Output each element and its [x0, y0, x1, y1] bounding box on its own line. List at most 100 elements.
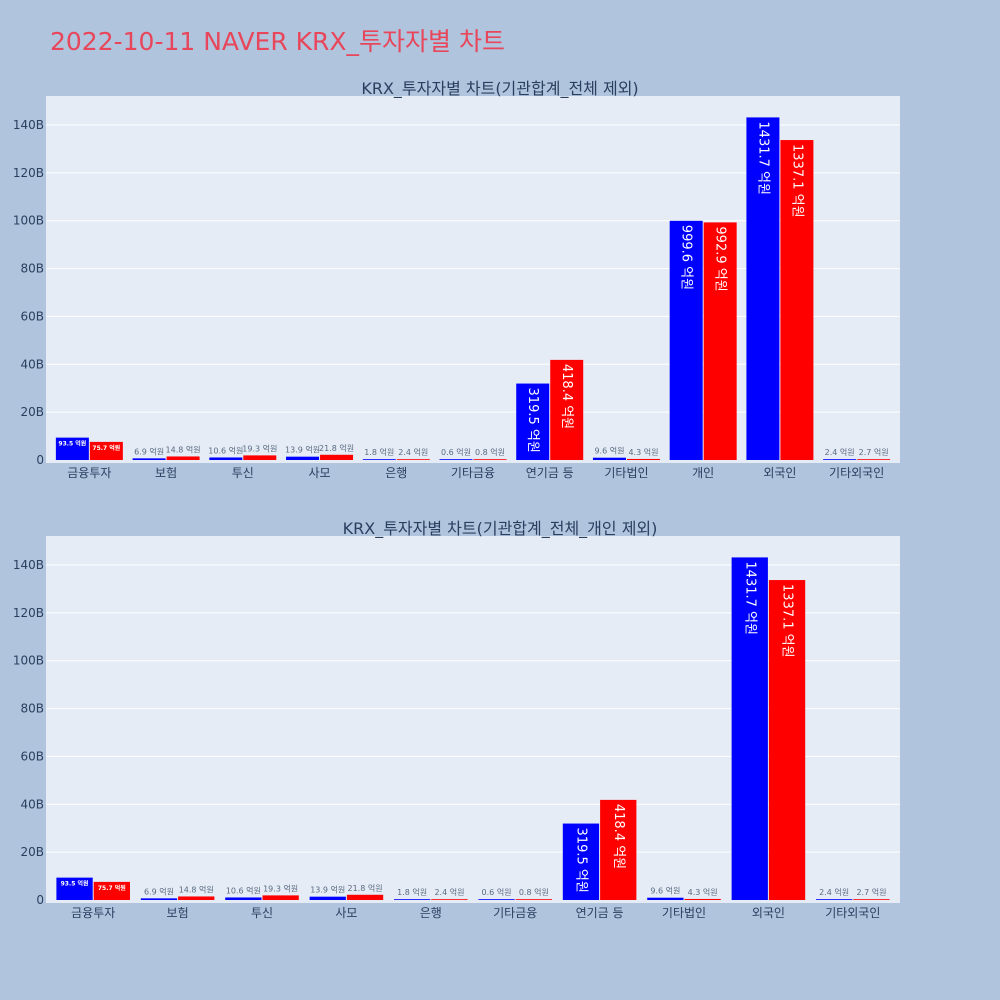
x-tick-label: 투신: [251, 906, 273, 920]
data-label: 6.9 억원: [134, 446, 164, 456]
data-label: 2.7 억원: [859, 447, 889, 457]
data-label: 1.8 억원: [397, 887, 427, 897]
data-label: 2.4 억원: [825, 447, 855, 457]
bar-sell: [626, 458, 660, 460]
x-tick-label: 연기금 등: [576, 906, 624, 920]
data-label: 1431.7 억원: [742, 561, 757, 635]
data-label: 0.8 억원: [519, 887, 549, 897]
data-label: 75.7 억원: [98, 884, 126, 892]
page-title: 2022-10-11 NAVER KRX_투자자별 차트: [50, 27, 505, 56]
bar-buy: [132, 458, 166, 460]
bar-buy: [140, 898, 178, 900]
y-tick-label: 40B: [20, 357, 44, 371]
data-label: 0.6 억원: [482, 887, 512, 897]
bar-buy: [647, 897, 684, 900]
data-label: 2.4 억원: [398, 447, 428, 457]
bar-sell: [346, 894, 384, 900]
x-tick-label: 외국인: [763, 466, 796, 480]
bar-buy: [731, 557, 768, 900]
x-tick-label: 기타외국인: [825, 906, 880, 920]
data-label: 319.5 억원: [525, 388, 540, 453]
bar-buy: [562, 823, 600, 900]
bar-buy: [478, 899, 515, 900]
data-label: 93.5 억원: [61, 880, 89, 888]
x-tick-label: 은행: [385, 465, 407, 480]
bar-buy: [394, 899, 431, 900]
data-label: 19.3 억원: [263, 883, 298, 893]
bar-sell: [600, 799, 637, 900]
bar-sell: [473, 459, 507, 460]
bar-sell: [396, 459, 430, 460]
y-tick-label: 60B: [20, 749, 44, 763]
x-tick-label: 개인: [692, 466, 714, 480]
data-label: 1431.7 억원: [755, 121, 770, 195]
x-tick-label: 은행: [420, 905, 442, 920]
bar-sell: [780, 140, 814, 460]
y-tick-label: 40B: [20, 797, 44, 811]
bar-buy: [746, 117, 780, 460]
bar-buy: [286, 456, 320, 460]
x-tick-label: 사모: [308, 466, 330, 480]
data-label: 0.8 억원: [475, 447, 505, 457]
data-label: 21.8 억원: [319, 443, 354, 453]
chart-title: KRX_투자자별 차트(기관합계_전체_개인 제외): [343, 519, 658, 539]
bar-sell: [178, 896, 215, 900]
bar-sell: [853, 899, 890, 900]
bar-buy: [225, 897, 262, 900]
data-label: 13.9 억원: [285, 445, 320, 455]
bar-buy: [209, 457, 243, 460]
bar-buy: [55, 437, 89, 460]
y-tick-label: 120B: [13, 606, 44, 620]
x-tick-label: 외국인: [752, 906, 785, 920]
y-tick-label: 0: [36, 453, 44, 467]
data-label: 19.3 억원: [242, 443, 277, 453]
bar-sell: [89, 441, 123, 460]
bar-sell: [703, 222, 737, 460]
data-label: 2.4 억원: [434, 887, 464, 897]
y-tick-label: 80B: [20, 262, 44, 276]
bar-sell: [166, 456, 200, 460]
chart-top: KRX_투자자별 차트(기관합계_전체 제외) 0 20B 40B 60B 80B 100B…: [13, 79, 900, 480]
data-label: 9.6 억원: [650, 886, 680, 896]
x-tick-label: 기타외국인: [829, 466, 884, 480]
bar-sell: [431, 899, 468, 900]
bar-sell: [515, 899, 552, 900]
x-tick-label: 보험: [155, 466, 177, 480]
data-label: 93.5 억원: [58, 440, 86, 448]
data-label: 319.5 억원: [573, 828, 588, 893]
bar-buy: [669, 220, 703, 460]
data-label: 999.6 억원: [679, 225, 694, 290]
bar-sell: [684, 898, 721, 900]
bar-sell: [320, 454, 354, 460]
x-tick-label: 보험: [167, 906, 189, 920]
y-tick-label: 20B: [20, 405, 44, 419]
data-label: 1337.1 억원: [780, 584, 795, 658]
x-tick-label: 연기금 등: [526, 466, 574, 480]
bar-sell: [243, 455, 277, 460]
x-tick-label: 금융투자: [71, 906, 115, 920]
bar-buy: [56, 877, 93, 900]
bar-sell: [550, 359, 584, 460]
bar-buy: [823, 459, 857, 460]
data-label: 0.6 억원: [441, 447, 471, 457]
data-label: 1.8 억원: [364, 447, 394, 457]
x-tick-label: 금융투자: [67, 466, 111, 480]
x-tick-label: 기타금융: [493, 906, 537, 920]
x-tick-label: 기타법인: [662, 906, 706, 920]
y-tick-label: 100B: [13, 654, 44, 668]
bar-sell: [768, 580, 806, 900]
y-tick-label: 60B: [20, 309, 44, 323]
data-label: 1337.1 억원: [789, 144, 804, 218]
data-label: 2.4 억원: [819, 887, 849, 897]
y-tick-label: 120B: [13, 166, 44, 180]
x-tick-label: 기타금융: [451, 466, 495, 480]
x-tick-label: 투신: [232, 466, 254, 480]
y-tick-label: 140B: [13, 558, 44, 572]
bar-buy: [816, 899, 853, 900]
data-label: 75.7 억원: [92, 444, 120, 452]
data-label: 2.7 억원: [856, 887, 886, 897]
bar-buy: [439, 459, 473, 460]
y-tick-label: 0: [36, 893, 44, 907]
bar-buy: [516, 383, 550, 460]
